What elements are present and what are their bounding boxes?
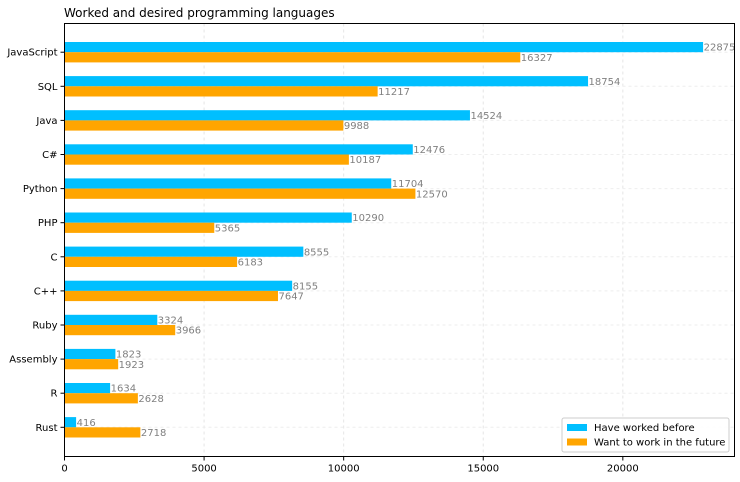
data-label-ruby-have-worked-before: 3324 (158, 316, 183, 327)
bar-php-want-to-work-in-the-future (64, 222, 215, 233)
x-tick-label: 0 (61, 464, 67, 475)
bar-sql-want-to-work-in-the-future (64, 86, 378, 97)
data-label-assembly-have-worked-before: 1823 (116, 350, 141, 361)
data-label-java-have-worked-before: 14524 (470, 111, 502, 122)
bar-python-have-worked-before (64, 178, 392, 189)
x-tick-label: 5000 (191, 464, 216, 475)
bar-r-want-to-work-in-the-future (64, 393, 138, 404)
data-label-c-want-to-work-in-the-future: 10187 (349, 155, 381, 166)
bar-javascript-have-worked-before (64, 42, 704, 53)
data-label-python-have-worked-before: 11704 (392, 179, 424, 190)
y-tick-label-python: Python (23, 184, 58, 195)
data-label-c-want-to-work-in-the-future: 6183 (238, 258, 263, 269)
bar-c-want-to-work-in-the-future (64, 256, 238, 267)
legend-label-have-worked-before: Have worked before (594, 423, 695, 434)
data-label-r-have-worked-before: 1634 (111, 384, 136, 395)
bar-c-want-to-work-in-the-future (64, 290, 278, 302)
bar-rust-want-to-work-in-the-future (64, 427, 141, 438)
legend-box (561, 417, 730, 453)
y-tick-label-r: R (51, 389, 58, 400)
legend-swatch-have-worked-before (567, 424, 587, 431)
bar-c-have-worked-before (64, 280, 293, 291)
bar-sql-have-worked-before (64, 76, 589, 87)
chart-title: Worked and desired programming languages (64, 6, 335, 20)
bar-c-want-to-work-in-the-future (64, 154, 349, 165)
bar-c-have-worked-before (64, 246, 304, 257)
data-label-sql-want-to-work-in-the-future: 11217 (378, 87, 410, 98)
data-label-rust-want-to-work-in-the-future: 2718 (141, 428, 166, 439)
legend-swatch-want-to-work-in-the-future (567, 438, 587, 446)
data-label-c-have-worked-before: 8555 (304, 247, 329, 258)
bar-java-have-worked-before (64, 110, 470, 121)
y-tick-label-c: C++ (34, 286, 58, 297)
bar-javascript-want-to-work-in-the-future (64, 52, 521, 63)
y-tick-label-php: PHP (38, 218, 58, 229)
data-labels: 22875 16327 18754 11217 14524 9988 12476 10187 1… (77, 43, 736, 439)
data-label-c-want-to-work-in-the-future: 7647 (278, 292, 303, 303)
bar-c-have-worked-before (64, 144, 413, 155)
bar-php-have-worked-before (64, 212, 352, 223)
data-label-r-want-to-work-in-the-future: 2628 (138, 394, 163, 405)
x-tick-label: 15000 (467, 464, 499, 475)
data-label-javascript-want-to-work-in-the-future: 16327 (521, 53, 553, 64)
data-label-php-have-worked-before: 10290 (352, 213, 384, 224)
x-axis: 0 5000 10000 15000 20000 (61, 456, 639, 475)
y-tick-label-c: C# (42, 150, 57, 161)
bars (64, 42, 704, 438)
legend-label-want-to-work-in-the-future: Want to work in the future (594, 438, 725, 449)
data-label-javascript-have-worked-before: 22875 (704, 43, 736, 54)
data-label-assembly-want-to-work-in-the-future: 1923 (119, 360, 144, 371)
data-label-sql-have-worked-before: 18754 (589, 77, 621, 88)
x-tick-label: 10000 (328, 464, 360, 475)
bar-assembly-want-to-work-in-the-future (64, 359, 119, 370)
bar-python-want-to-work-in-the-future (64, 188, 416, 199)
y-tick-label-rust: Rust (36, 423, 58, 434)
bar-ruby-want-to-work-in-the-future (64, 325, 176, 336)
data-label-php-want-to-work-in-the-future: 5365 (215, 223, 240, 234)
data-label-java-want-to-work-in-the-future: 9988 (344, 121, 369, 132)
bar-ruby-have-worked-before (64, 314, 158, 325)
bar-rust-have-worked-before (64, 417, 77, 428)
bar-assembly-have-worked-before (64, 348, 116, 360)
y-tick-label-javascript: JavaScript (6, 48, 57, 59)
y-tick-label-java: Java (35, 116, 57, 127)
y-axis: JavaScript SQL Java C# Python PHP C C++ Ruby Asse… (6, 48, 65, 434)
y-tick-label-sql: SQL (38, 82, 58, 93)
y-tick-label-ruby: Ruby (32, 321, 57, 332)
bar-r-have-worked-before (64, 383, 111, 394)
y-tick-label-c: C (51, 252, 58, 263)
data-label-c-have-worked-before: 8155 (293, 281, 318, 292)
x-tick-label: 20000 (607, 464, 639, 475)
data-label-rust-have-worked-before: 416 (77, 418, 96, 429)
data-label-ruby-want-to-work-in-the-future: 3966 (176, 326, 201, 337)
plot-frame (64, 23, 735, 457)
legend: Have worked before Want to work in the fu… (561, 417, 730, 453)
data-label-python-want-to-work-in-the-future: 12570 (416, 189, 448, 200)
bar-java-want-to-work-in-the-future (64, 120, 344, 131)
y-tick-label-assembly: Assembly (9, 355, 57, 366)
data-label-c-have-worked-before: 12476 (413, 145, 445, 156)
